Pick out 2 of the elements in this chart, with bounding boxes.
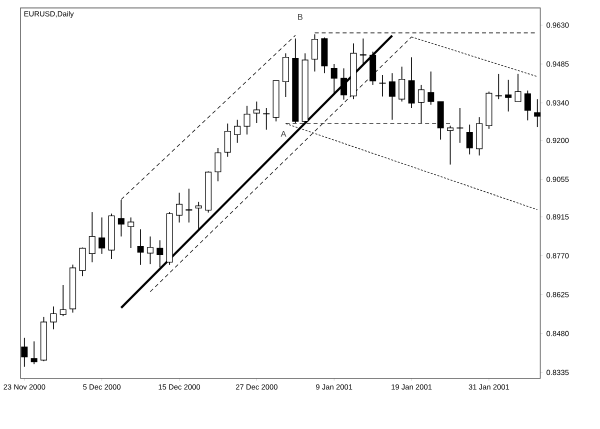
annotation: A (280, 130, 286, 137)
annotation: B (298, 14, 303, 20)
